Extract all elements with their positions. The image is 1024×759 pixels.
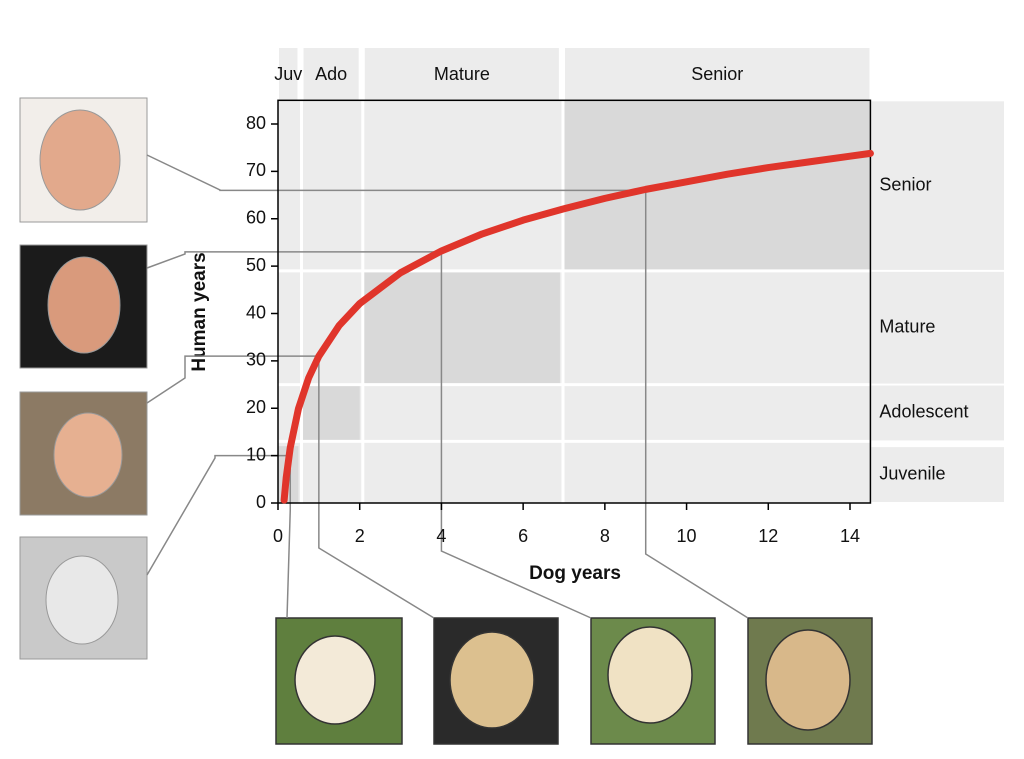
y-axis-title: Human years: [189, 252, 210, 371]
y-tick-label: 30: [246, 350, 266, 370]
dog-stage-label: Juv: [274, 64, 302, 84]
y-tick-label: 50: [246, 255, 266, 275]
human-stage-label: Senior: [879, 174, 931, 194]
x-tick-label: 8: [600, 526, 610, 546]
human-stage-label: Adolescent: [879, 402, 968, 422]
guide-line: [146, 154, 646, 192]
y-tick-label: 0: [256, 492, 266, 512]
x-tick-label: 12: [758, 526, 778, 546]
dog-stage-header: [279, 48, 298, 101]
dog-stage-label: Ado: [315, 64, 347, 84]
x-tick-label: 10: [677, 526, 697, 546]
person-photos: [19, 97, 148, 660]
background: [278, 48, 1004, 503]
guide-line: [146, 454, 291, 576]
human-stage-label: Juvenile: [879, 463, 945, 483]
dog-face: [765, 629, 851, 731]
curve: [280, 149, 874, 504]
x-tick-label: 14: [840, 526, 860, 546]
dog-face: [607, 626, 693, 724]
human-stage-label: Mature: [879, 316, 935, 336]
guide-line: [146, 251, 442, 269]
y-tick-label: 80: [246, 113, 266, 133]
dog-stage-label: Mature: [434, 64, 490, 84]
dog-stage-label: Senior: [691, 64, 743, 84]
dog-stage-header: [565, 48, 870, 101]
dog-photos: [275, 617, 873, 745]
face: [53, 412, 123, 498]
x-tick-label: 4: [436, 526, 446, 546]
face: [39, 109, 121, 211]
dog-face: [449, 631, 535, 729]
x-axis-title: Dog years: [529, 563, 621, 584]
guide-line: [318, 356, 435, 619]
x-tick-label: 6: [518, 526, 528, 546]
guide-line: [644, 190, 749, 619]
human-stage-band: [871, 385, 1004, 441]
stage-box: [302, 384, 360, 442]
dog-stage-header: [303, 48, 359, 101]
y-tick-label: 60: [246, 208, 266, 228]
human-stage-band: [871, 101, 1004, 270]
guide-line: [146, 355, 319, 404]
human-stage-band: [871, 271, 1004, 384]
y-tick-label: 70: [246, 160, 266, 180]
dog-stage-header: [364, 48, 559, 101]
stage-box: [363, 270, 560, 385]
guide-line: [440, 251, 592, 619]
face: [47, 256, 121, 354]
face: [45, 555, 119, 645]
stage-box: [564, 100, 871, 271]
y-tick-label: 20: [246, 397, 266, 417]
x-tick-label: 2: [355, 526, 365, 546]
x-tick-label: 0: [273, 526, 283, 546]
y-tick-label: 40: [246, 302, 266, 322]
dog-face: [294, 635, 376, 725]
human-stage-band: [871, 447, 1004, 502]
plot-frame: [277, 99, 872, 504]
y-tick-label: 10: [246, 444, 266, 464]
